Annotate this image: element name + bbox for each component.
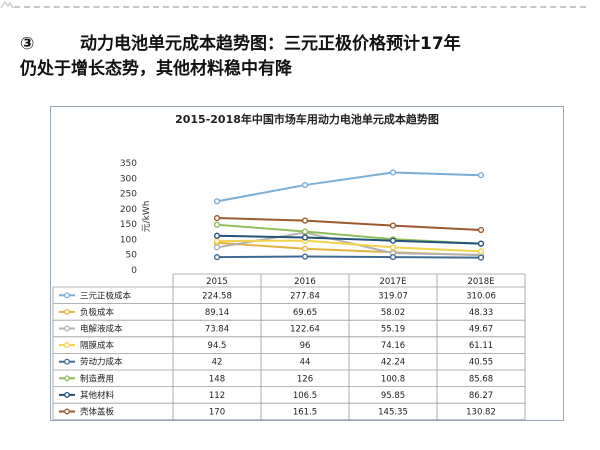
top-dashed-divider (14, 6, 586, 8)
table-value: 319.07 (378, 291, 408, 301)
data-point (301, 234, 309, 241)
x-tick-label: 2016 (294, 277, 316, 287)
table-value: 40.55 (469, 358, 493, 368)
y-tick-label: 200 (120, 205, 137, 215)
table-value: 170 (209, 408, 225, 418)
table-value: 224.58 (202, 291, 232, 301)
slide-heading: ③ 动力电池单元成本趋势图：三元正极价格预计17年 仍处于增长态势，其他材料稳中有… (20, 32, 590, 82)
x-tick-label: 2018E (467, 277, 494, 287)
y-tick-label: 250 (120, 190, 137, 200)
chart-svg: 0 50 100 150 200 250 300 350 元/kWh 2015 2016 2017E 2… (52, 159, 526, 420)
chart-title: 2015-2018年中国市场车用动力电池单元成本趋势图 (175, 113, 439, 126)
heading-line-1: ③ 动力电池单元成本趋势图：三元正极价格预计17年 (20, 32, 590, 57)
table-value: 74.16 (381, 341, 405, 351)
table-value: 49.67 (469, 325, 493, 335)
data-point (477, 240, 485, 247)
legend-label: 负极成本 (80, 307, 115, 318)
table-value: 55.19 (381, 325, 405, 335)
table-value: 94.5 (208, 341, 227, 351)
table-value: 58.02 (381, 308, 405, 318)
legend-key-marker (64, 342, 70, 349)
y-axis-label: 元/kWh (142, 201, 152, 233)
table-value: 95.85 (381, 391, 405, 401)
data-point (477, 248, 485, 255)
x-tick-label: 2015 (206, 277, 228, 287)
data-point (301, 181, 309, 189)
legend-key-marker (64, 375, 70, 382)
legend-key-marker (64, 308, 70, 315)
data-point (301, 217, 309, 224)
table-value: 42.24 (381, 358, 405, 368)
table-value: 44 (300, 358, 311, 368)
data-point (213, 244, 221, 251)
data-point (477, 226, 485, 234)
data-point (477, 172, 485, 179)
chart-figure: 2015-2018年中国市场车用动力电池单元成本趋势图 0 50 100 150 200… (50, 106, 564, 421)
data-point (213, 238, 221, 245)
data-point (389, 222, 397, 229)
series-line (216, 171, 482, 203)
data-point (301, 228, 309, 235)
data-point (389, 169, 397, 176)
legend-key-marker (64, 292, 70, 299)
series-line (216, 255, 482, 259)
data-point (213, 232, 221, 239)
table-value: 100.8 (381, 374, 405, 384)
legend-key-marker (64, 325, 70, 332)
legend-label: 三元正极成本 (80, 290, 132, 301)
legend-label: 隔膜成本 (80, 340, 115, 351)
series-line (216, 239, 482, 253)
legend-key-marker (64, 408, 70, 415)
data-point (477, 254, 485, 261)
legend-label: 其他材料 (80, 390, 115, 401)
legend-key-marker (64, 391, 70, 398)
table-value: 148 (209, 374, 225, 384)
y-tick-label: 300 (120, 174, 137, 184)
legend-label: 电解液成本 (80, 324, 123, 335)
table-value: 126 (297, 374, 313, 384)
table-value: 161.5 (293, 408, 317, 418)
table-value: 122.64 (290, 325, 320, 335)
table-value: 130.82 (466, 408, 496, 418)
table-value: 48.33 (469, 308, 493, 318)
heading-number: ③ (20, 34, 35, 54)
legend-label: 壳体盖板 (80, 407, 115, 418)
data-point (213, 214, 221, 222)
legend-label: 制造费用 (80, 373, 114, 384)
table-value: 85.68 (469, 374, 493, 384)
legend-key-marker (64, 358, 70, 365)
data-point (389, 253, 397, 261)
data-point (389, 237, 397, 244)
y-tick-label: 100 (120, 235, 137, 245)
table-value: 86.27 (469, 391, 493, 401)
heading-text-1: 动力电池单元成本趋势图：三元正极价格预计17年 (80, 34, 461, 54)
y-tick-label: 350 (120, 159, 137, 169)
y-tick-label: 50 (126, 251, 138, 261)
table-value: 112 (209, 391, 225, 401)
watermark-logo-icon (0, 0, 14, 9)
series-line (216, 217, 482, 232)
table-value: 89.14 (205, 308, 229, 318)
table-value: 42 (212, 358, 223, 368)
x-tick-label: 2017E (379, 277, 406, 287)
y-tick-label: 150 (120, 220, 137, 230)
table-value: 145.35 (378, 408, 408, 418)
data-point (301, 253, 309, 260)
table-value: 277.84 (290, 291, 320, 301)
series-line (216, 234, 482, 245)
table-value: 73.84 (205, 325, 229, 335)
data-point (213, 198, 221, 205)
table-value: 106.5 (293, 391, 317, 401)
heading-line-2: 仍处于增长态势，其他材料稳中有降 (20, 59, 292, 79)
data-point (301, 245, 309, 252)
legend-label: 劳动力成本 (80, 357, 123, 368)
table-value: 310.06 (466, 291, 496, 301)
y-tick-label: 0 (131, 266, 137, 276)
table-value: 96 (300, 341, 311, 351)
data-point (213, 221, 221, 228)
table-value: 69.65 (293, 308, 317, 318)
data-point (213, 254, 221, 261)
table-value: 61.11 (469, 341, 493, 351)
data-point (389, 244, 397, 251)
